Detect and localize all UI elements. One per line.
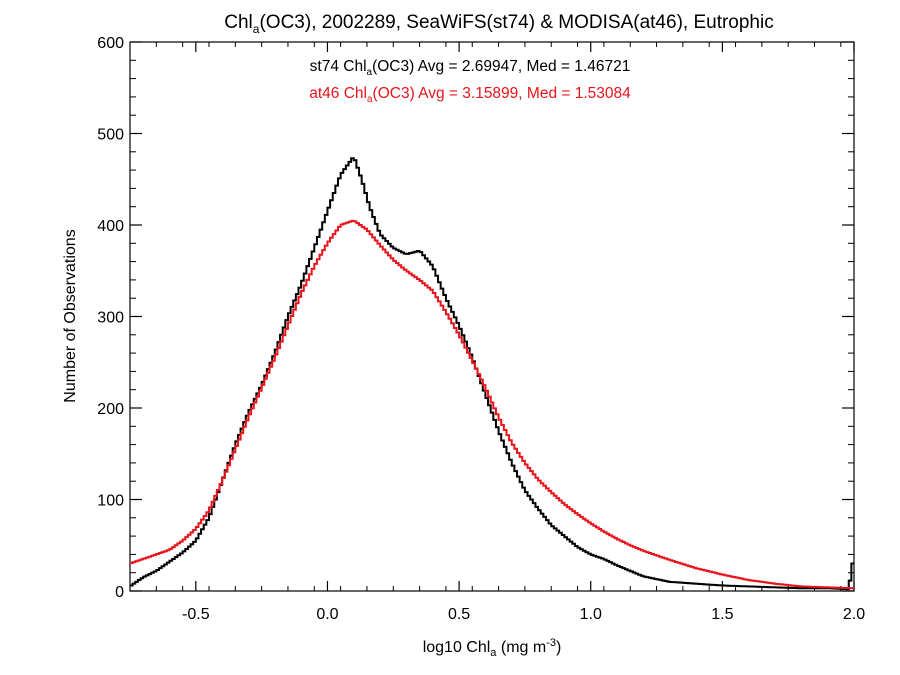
x-tick-label: 1.0 xyxy=(580,606,602,623)
annotation-st74: st74 Chla(OC3) Avg = 2.69947, Med = 1.46… xyxy=(310,58,631,78)
axis-ticks xyxy=(129,41,855,592)
x-tick-label: 1.5 xyxy=(711,606,733,623)
y-tick-label: 200 xyxy=(97,401,124,418)
y-tick-label: 0 xyxy=(115,584,124,601)
y-tick-label: 100 xyxy=(97,493,124,510)
x-tick-label: 2.0 xyxy=(843,606,865,623)
x-tick-label: 0.0 xyxy=(316,606,338,623)
x-axis-label: log10 Chla (mg m-3) xyxy=(423,637,562,659)
plot-frame xyxy=(129,41,855,592)
x-tick-label: 0.5 xyxy=(448,606,470,623)
y-tick-label: 300 xyxy=(97,310,124,327)
y-tick-label: 600 xyxy=(97,35,124,52)
chart-title: Chla(OC3), 2002289, SeaWiFS(st74) & MODI… xyxy=(224,12,773,36)
series-line-st74 xyxy=(130,157,854,591)
tick-labels: -0.5 0.0 0.5 1.0 1.5 2.0 0 100 200 300 400 500 600 xyxy=(97,35,865,623)
series-line-at46 xyxy=(130,219,854,590)
series-layer xyxy=(130,157,854,591)
y-tick-label: 400 xyxy=(97,218,124,235)
y-tick-label: 500 xyxy=(97,127,124,144)
x-tick-label: -0.5 xyxy=(182,606,210,623)
annotation-at46: at46 Chla(OC3) Avg = 3.15899, Med = 1.53… xyxy=(309,85,631,105)
y-axis-label: Number of Observations xyxy=(62,229,79,402)
